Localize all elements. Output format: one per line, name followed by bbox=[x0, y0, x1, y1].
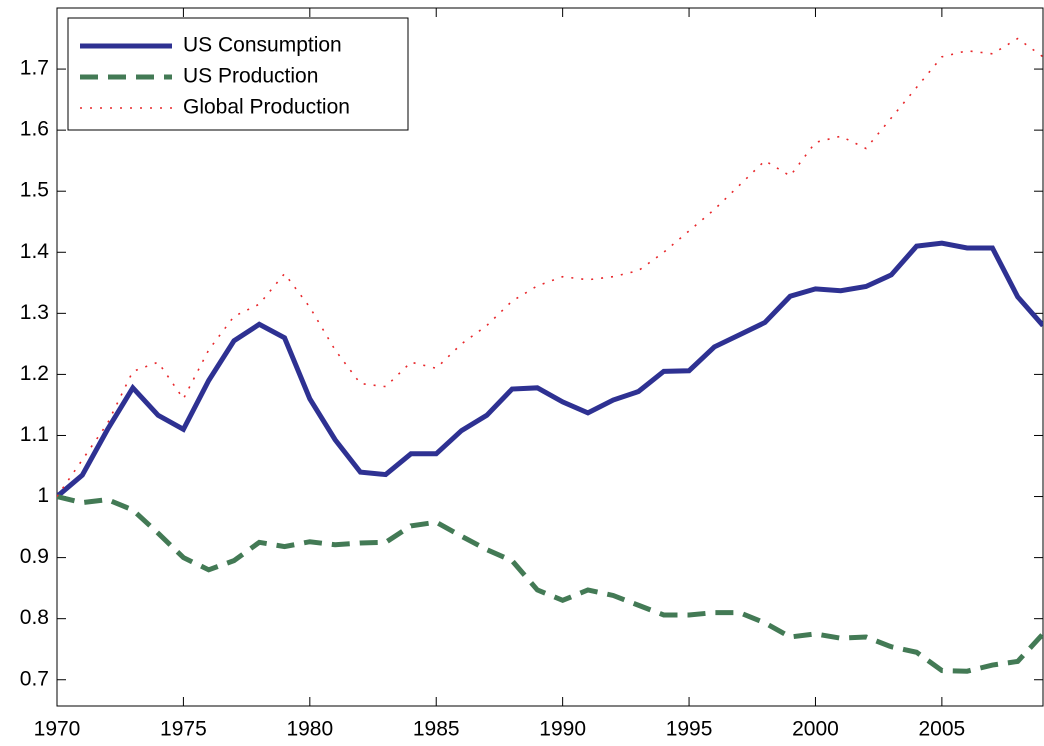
y-tick-label: 1.4 bbox=[20, 240, 50, 263]
x-tick-label: 1995 bbox=[666, 718, 713, 741]
y-tick-label: 0.8 bbox=[20, 606, 49, 629]
y-tick-label: 1.2 bbox=[20, 362, 49, 385]
legend-label: Global Production bbox=[183, 96, 350, 119]
x-tick-label: 2000 bbox=[792, 718, 839, 741]
legend: US Consumption US Production Global Produc… bbox=[67, 17, 409, 131]
x-tick-label: 1970 bbox=[34, 718, 81, 741]
legend-box bbox=[67, 17, 409, 131]
x-tick-label: 2005 bbox=[919, 718, 966, 741]
plot-frame bbox=[56, 7, 1044, 707]
y-tick-label: 1.5 bbox=[20, 179, 49, 202]
x-tick-label: 1990 bbox=[539, 718, 586, 741]
x-tick-label: 1980 bbox=[286, 718, 333, 741]
y-tick-label: 0.9 bbox=[20, 545, 49, 568]
y-tick-label: 1 bbox=[37, 484, 49, 507]
y-tick-label: 1.7 bbox=[20, 57, 49, 80]
series-line bbox=[57, 240, 1043, 499]
series-line bbox=[57, 37, 1043, 497]
x-tick-label: 1985 bbox=[413, 718, 460, 741]
plot-area bbox=[57, 37, 1043, 674]
x-tick-label: 1975 bbox=[160, 718, 207, 741]
y-tick-label: 1.3 bbox=[20, 301, 49, 324]
legend-label: US Consumption bbox=[183, 34, 342, 57]
legend-label: US Production bbox=[183, 65, 318, 88]
series-line bbox=[57, 494, 1043, 674]
y-tick-label: 1.1 bbox=[20, 423, 49, 446]
y-tick-label: 0.7 bbox=[20, 667, 49, 690]
y-tick-label: 1.6 bbox=[20, 118, 49, 141]
